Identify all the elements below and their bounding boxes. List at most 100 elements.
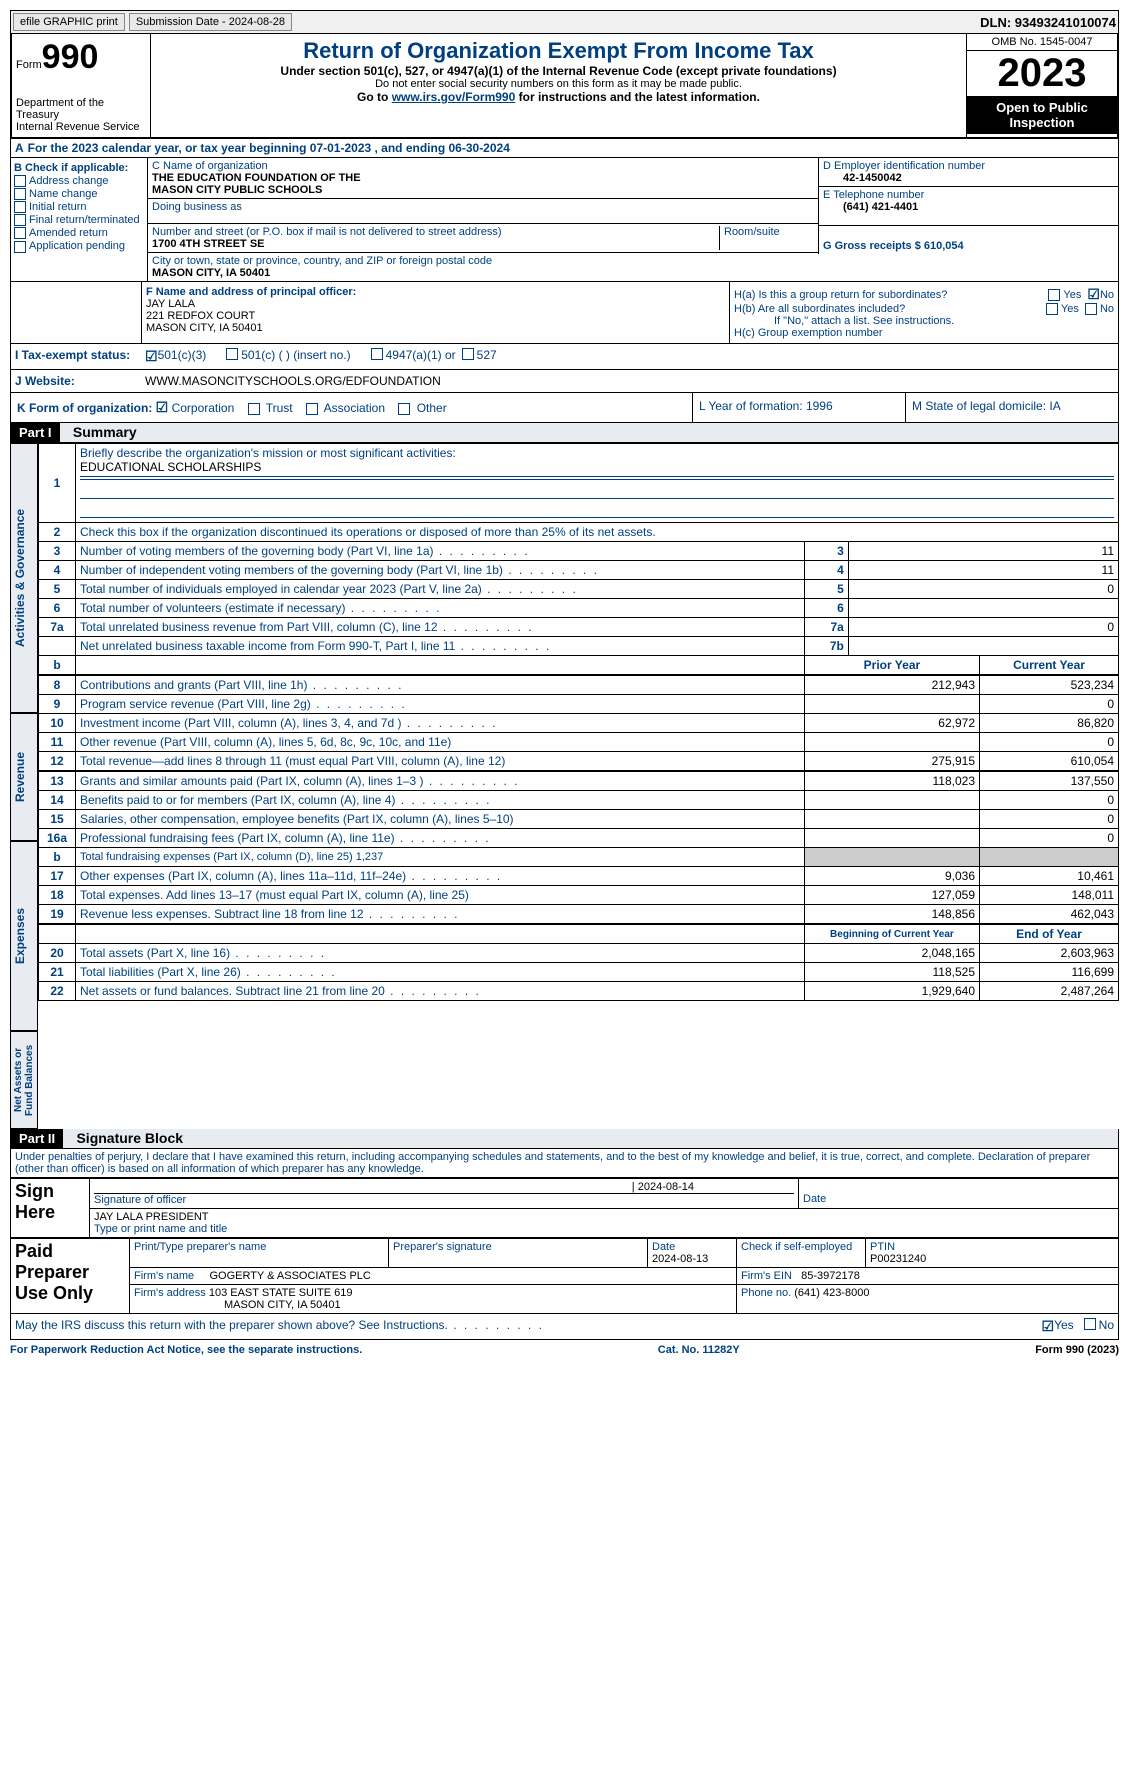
goto-pre: Go to xyxy=(357,90,392,104)
discuss-text: May the IRS discuss this return with the… xyxy=(15,1318,1042,1335)
form-header: Form990 Department of the Treasury Inter… xyxy=(10,34,1119,139)
form-number: 990 xyxy=(42,38,99,76)
row-11: 11Other revenue (Part VIII, column (A), … xyxy=(39,733,1119,752)
vlabel-net: Net Assets or Fund Balances xyxy=(10,1031,38,1129)
part1-title: Summary xyxy=(63,424,137,440)
form990-link[interactable]: www.irs.gov/Form990 xyxy=(392,90,516,104)
row-9: 9Program service revenue (Part VIII, lin… xyxy=(39,695,1119,714)
hb-yes[interactable]: Yes xyxy=(1061,303,1079,315)
summary-table: 1 Briefly describe the organization's mi… xyxy=(38,443,1119,1001)
phone-value: (641) 421-4401 xyxy=(823,201,918,213)
sign-here-label: Sign Here xyxy=(15,1181,55,1222)
footer-left: For Paperwork Reduction Act Notice, see … xyxy=(10,1344,362,1356)
row-6: 6Total number of volunteers (estimate if… xyxy=(39,599,1119,618)
preparer-table: Paid Preparer Use Only Print/Type prepar… xyxy=(10,1238,1119,1314)
self-employed-cb[interactable]: Check if self-employed xyxy=(737,1239,866,1268)
row-22: 22Net assets or fund balances. Subtract … xyxy=(39,982,1119,1001)
cb-527[interactable]: 527 xyxy=(477,348,497,365)
line-a: AFor the 2023 calendar year, or tax year… xyxy=(10,139,1119,158)
ptin-value: P00231240 xyxy=(870,1253,926,1265)
officer-label: F Name and address of principal officer: xyxy=(146,286,356,298)
org-name-label: C Name of organization xyxy=(152,160,268,172)
cb-association[interactable]: Association xyxy=(324,401,385,415)
cb-corporation[interactable]: Corporation xyxy=(172,401,235,415)
street-value: 1700 4TH STREET SE xyxy=(152,238,265,250)
section-b-label: B Check if applicable: xyxy=(14,162,144,174)
row-16a: 16aProfessional fundraising fees (Part I… xyxy=(39,829,1119,848)
hb-no[interactable]: No xyxy=(1100,303,1114,315)
dept-treasury: Department of the Treasury xyxy=(16,97,146,121)
submission-date: Submission Date - 2024-08-28 xyxy=(129,13,292,31)
form-title: Return of Organization Exempt From Incom… xyxy=(155,38,962,64)
hdr-prior: Prior Year xyxy=(804,656,979,676)
vlabel-expenses: Expenses xyxy=(10,841,38,1031)
form-subtitle: Under section 501(c), 527, or 4947(a)(1)… xyxy=(155,64,962,78)
summary-section: Activities & Governance Revenue Expenses… xyxy=(10,443,1119,1129)
cb-initial-return[interactable]: Initial return xyxy=(29,201,86,213)
cb-501c[interactable]: 501(c) ( ) (insert no.) xyxy=(241,348,350,365)
officer-city: MASON CITY, IA 50401 xyxy=(146,322,263,334)
row-10: 10Investment income (Part VIII, column (… xyxy=(39,714,1119,733)
part2-num: Part II xyxy=(11,1129,63,1148)
cb-501c3[interactable]: 501(c)(3) xyxy=(158,348,207,365)
year-cell: OMB No. 1545-0047 2023 Open to Public In… xyxy=(967,34,1117,137)
ha-yes[interactable]: Yes xyxy=(1063,289,1081,301)
section-k-label: K Form of organization: xyxy=(17,401,152,415)
mission-value: EDUCATIONAL SCHOLARSHIPS xyxy=(80,460,261,474)
ha-label: H(a) Is this a group return for subordin… xyxy=(734,289,1048,301)
discuss-yes[interactable]: Yes xyxy=(1054,1318,1074,1335)
ha-no[interactable]: No xyxy=(1100,289,1114,301)
tax-year: 2023 xyxy=(967,51,1117,96)
cb-name-change[interactable]: Name change xyxy=(29,188,98,200)
form-word: Form xyxy=(16,59,42,71)
row-3: 3Number of voting members of the governi… xyxy=(39,542,1119,561)
cb-application-pending[interactable]: Application pending xyxy=(29,240,125,252)
row-19: 19Revenue less expenses. Subtract line 1… xyxy=(39,905,1119,925)
phone-label: E Telephone number xyxy=(823,189,924,201)
cb-trust[interactable]: Trust xyxy=(266,401,293,415)
org-name-2: MASON CITY PUBLIC SCHOOLS xyxy=(152,184,322,196)
website-row: J Website: WWW.MASONCITYSCHOOLS.ORG/EDFO… xyxy=(10,370,1119,393)
date-label: Date xyxy=(803,1193,826,1205)
row-13: 13Grants and similar amounts paid (Part … xyxy=(39,771,1119,791)
row-14: 14Benefits paid to or for members (Part … xyxy=(39,791,1119,810)
cb-other[interactable]: Other xyxy=(417,401,447,415)
row-12: 12Total revenue—add lines 8 through 11 (… xyxy=(39,752,1119,772)
section-j-label: J Website: xyxy=(15,374,145,388)
cb-address-change[interactable]: Address change xyxy=(29,175,109,187)
paid-preparer-label: Paid Preparer Use Only xyxy=(15,1241,93,1303)
efile-button[interactable]: efile GRAPHIC print xyxy=(13,13,125,31)
firm-name: GOGERTY & ASSOCIATES PLC xyxy=(209,1270,370,1282)
cb-amended[interactable]: Amended return xyxy=(29,227,108,239)
tax-status-row: I Tax-exempt status: ☑ 501(c)(3) 501(c) … xyxy=(10,344,1119,370)
firm-addr1: 103 EAST STATE SUITE 619 xyxy=(209,1287,353,1299)
cb-4947[interactable]: 4947(a)(1) or xyxy=(386,348,456,365)
line2-text: Check this box if the organization disco… xyxy=(76,523,1119,542)
row-18: 18Total expenses. Add lines 13–17 (must … xyxy=(39,886,1119,905)
right-col: D Employer identification number 42-1450… xyxy=(818,158,1118,281)
form-label-cell: Form990 Department of the Treasury Inter… xyxy=(12,34,151,137)
vlabel-governance: Activities & Governance xyxy=(10,443,38,713)
row-17: 17Other expenses (Part IX, column (A), l… xyxy=(39,867,1119,886)
discuss-no[interactable]: No xyxy=(1099,1318,1114,1335)
hdr-current: Current Year xyxy=(980,656,1119,676)
row-4: 4Number of independent voting members of… xyxy=(39,561,1119,580)
officer-name: JAY LALA xyxy=(146,298,195,310)
row-7a: 7aTotal unrelated business revenue from … xyxy=(39,618,1119,637)
prep-date: 2024-08-13 xyxy=(652,1253,708,1265)
dln-label: DLN: 93493241010074 xyxy=(980,15,1116,30)
street-label: Number and street (or P.O. box if mail i… xyxy=(152,226,502,238)
omb-number: OMB No. 1545-0047 xyxy=(967,34,1117,51)
row-21: 21Total liabilities (Part X, line 26)118… xyxy=(39,963,1119,982)
irs-label: Internal Revenue Service xyxy=(16,121,146,133)
signature-table: Sign Here | 2024-08-14 Signature of offi… xyxy=(10,1178,1119,1238)
row-5: 5Total number of individuals employed in… xyxy=(39,580,1119,599)
footer-right: Form 990 (2023) xyxy=(1035,1344,1119,1356)
mission-label: Briefly describe the organization's miss… xyxy=(80,446,456,460)
sign-date: 2024-08-14 xyxy=(638,1181,694,1193)
website-value: WWW.MASONCITYSCHOOLS.ORG/EDFOUNDATION xyxy=(145,374,441,388)
cb-final-return[interactable]: Final return/terminated xyxy=(29,214,140,226)
row-8: 8Contributions and grants (Part VIII, li… xyxy=(39,675,1119,695)
hdr-begin: Beginning of Current Year xyxy=(804,924,979,944)
part1-header: Part I Summary xyxy=(10,423,1119,443)
